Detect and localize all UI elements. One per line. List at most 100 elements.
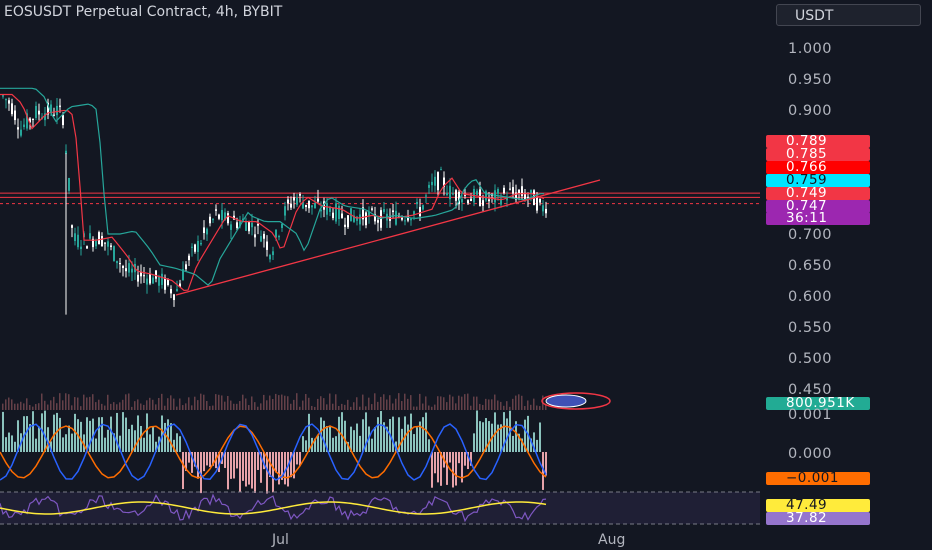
volume-bar [317,398,319,410]
histogram-bar [269,452,271,477]
histogram-bar [47,427,49,452]
volume-pane [2,392,611,410]
histogram-bar [302,436,304,452]
candle-body [95,240,97,247]
volume-bar [470,405,472,410]
histogram-bar [371,438,373,452]
histogram-bar [338,416,340,452]
histogram-bar [32,411,34,452]
histogram-bar [104,437,106,452]
histogram-bar [272,452,274,493]
candle-body [302,202,304,209]
candle-body [341,213,343,218]
histogram-bar [26,416,28,452]
candle-body [518,189,520,194]
candle-body [206,228,208,235]
candle-body [179,283,181,287]
histogram-bar [128,429,130,452]
volume-bar [284,395,286,410]
histogram-bar [470,452,472,466]
histogram-bar [377,417,379,452]
candle-body [542,205,544,212]
volume-bar [98,399,100,410]
candle-body [98,232,100,245]
candle-body [308,200,310,209]
candle-body [545,208,547,214]
volume-bar [101,403,103,410]
histogram-bar [248,452,250,485]
symbol-title[interactable]: EOSUSDT Perpetual Contract, 4h, BYBIT [4,4,283,20]
candle-body [398,216,400,218]
volume-bar [125,394,127,410]
candle-body [515,192,517,200]
histogram-bar [479,421,481,452]
candle-body [362,207,364,220]
candle-body [407,216,409,221]
volume-bar [257,406,259,410]
candle-body [311,205,313,208]
candle-body [140,271,142,277]
oscillator-axis-label: 0.000 [788,446,833,462]
candle-body [434,176,436,186]
macd-line [0,423,547,481]
histogram-bar [119,435,121,452]
histogram-bar [521,438,523,452]
volume-bar [92,394,94,410]
candle-body [368,211,370,217]
histogram-bar [134,430,136,452]
histogram-bar [359,435,361,452]
histogram-bar [53,414,55,452]
volume-bar [176,406,178,410]
volume-bar [206,400,208,410]
histogram-bar [287,452,289,487]
histogram-bar [326,426,328,452]
volume-bar [137,399,139,410]
candle-body [488,199,490,202]
histogram-bar [500,424,502,452]
volume-bar [146,400,148,410]
oscillator-pane [0,410,547,494]
volume-bar [80,406,82,410]
candle-body [512,187,514,194]
volume-bar [449,394,451,410]
histogram-bar [518,433,520,452]
histogram-bar [323,420,325,452]
candle-body [5,99,7,101]
histogram-bar [89,420,91,452]
volume-bar [407,398,409,410]
volume-bar [332,403,334,410]
histogram-bar [218,452,220,473]
volume-bar [521,395,523,410]
candle-body [8,100,10,104]
histogram-bar [494,412,496,452]
volume-bar [515,395,517,410]
candle-body [155,270,157,279]
candle-body [527,196,529,199]
histogram-bar [422,417,424,452]
volume-bar [518,394,520,410]
price-pane [0,87,760,315]
candle-body [56,105,58,116]
volume-bar [350,406,352,410]
volume-bar [26,398,28,410]
volume-bar [197,400,199,410]
volume-bar [356,397,358,410]
currency-selector[interactable]: USDT [776,4,921,26]
histogram-bar [266,452,268,494]
volume-bar [380,396,382,410]
volume-bar [62,400,64,410]
price-tag: 0.789 [766,134,870,148]
volume-bar [194,396,196,410]
volume-bar [236,403,238,410]
candle-body [371,208,373,210]
histogram-bar [398,417,400,452]
candle-body [32,118,34,120]
candle-body [272,251,274,256]
histogram-bar [173,439,175,452]
volume-bar [479,403,481,410]
price-tag: 0.785 [766,147,870,161]
candle-body [482,200,484,206]
candle-body [20,129,22,136]
candle-body [260,236,262,242]
